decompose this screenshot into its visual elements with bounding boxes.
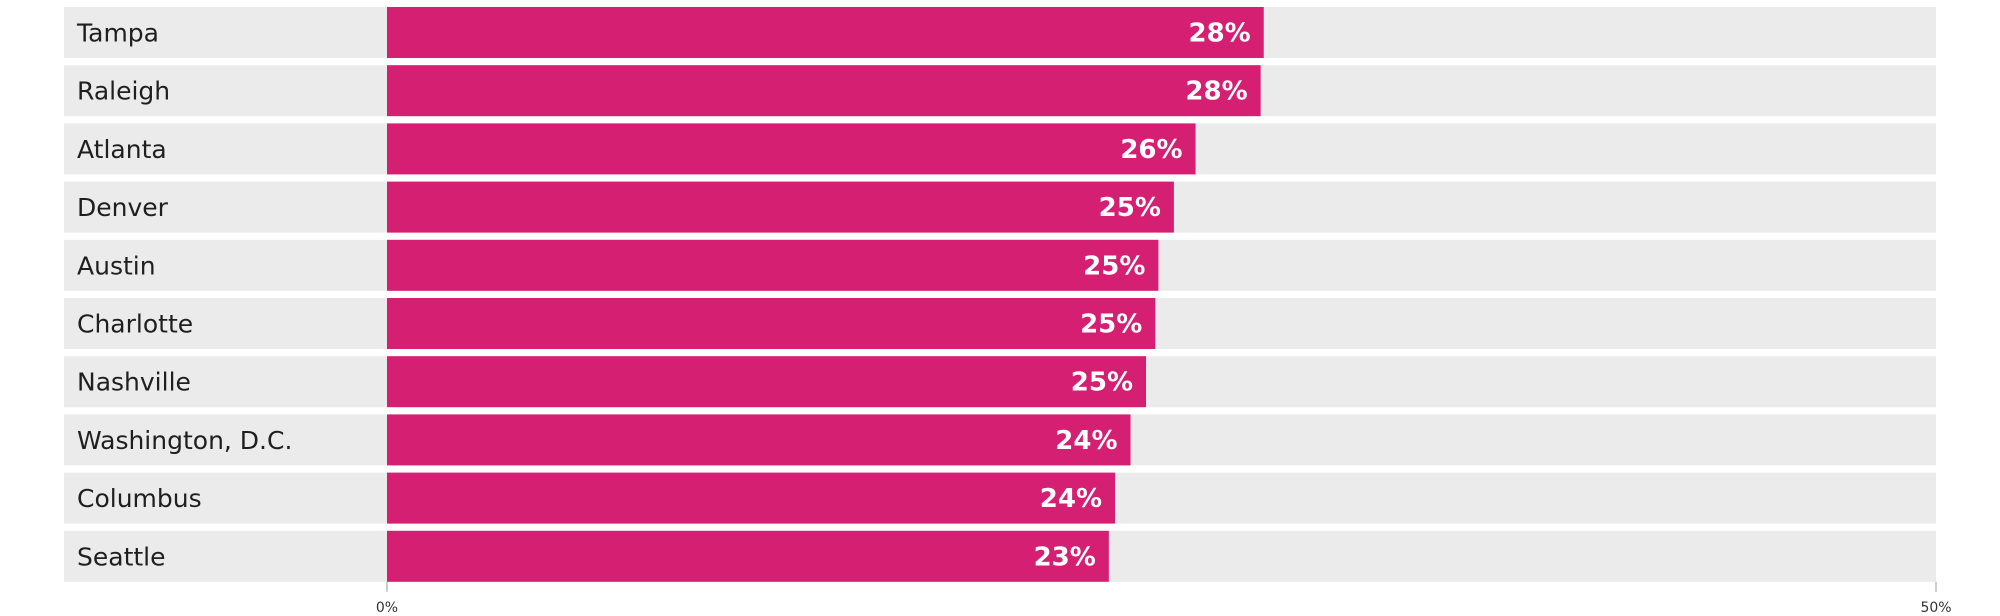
category-label: Washington, D.C. — [77, 426, 292, 455]
category-label: Denver — [77, 193, 169, 222]
value-label: 28% — [1188, 19, 1250, 49]
category-label: Austin — [77, 251, 156, 280]
bar-row: Raleigh 28% — [64, 65, 1936, 117]
category-label: Tampa — [76, 19, 159, 48]
bar — [387, 298, 1156, 349]
bar — [387, 123, 1196, 175]
bar-row: Washington, D.C. 24% — [64, 414, 1936, 466]
bar — [387, 181, 1174, 233]
value-label: 25% — [1099, 193, 1161, 223]
bar-row: Tampa 28% — [64, 7, 1936, 58]
value-label: 28% — [1185, 77, 1247, 107]
bar-row: Seattle 23% — [64, 530, 1936, 582]
value-label: 24% — [1040, 484, 1102, 514]
value-label: 25% — [1083, 251, 1145, 281]
category-label: Atlanta — [77, 135, 167, 164]
x-tick-label: 50% — [1920, 600, 1951, 616]
bar-row: Atlanta 26% — [64, 123, 1936, 175]
bar-row: Columbus 24% — [64, 472, 1936, 524]
bar — [387, 65, 1261, 117]
category-label: Seattle — [77, 542, 166, 571]
value-label: 25% — [1080, 310, 1142, 340]
value-label: 24% — [1055, 426, 1117, 456]
value-label: 23% — [1034, 542, 1096, 572]
bar-row: Charlotte 25% — [64, 298, 1936, 349]
x-axis: 0% 50% — [376, 581, 1952, 616]
bar — [387, 356, 1147, 408]
chart-rows: Tampa 28%Raleigh 28%Atlanta 26%Denver 25%Aus… — [64, 7, 1936, 582]
category-label: Nashville — [77, 368, 191, 397]
category-label: Charlotte — [77, 310, 193, 339]
bar — [387, 7, 1264, 58]
value-label: 26% — [1120, 135, 1182, 165]
value-label: 25% — [1071, 368, 1133, 398]
category-label: Raleigh — [77, 77, 170, 106]
bar — [387, 472, 1116, 524]
bar-row: Austin 25% — [64, 239, 1936, 291]
bar — [387, 530, 1109, 582]
bar — [387, 414, 1131, 466]
bar — [387, 239, 1159, 291]
bar-row: Denver 25% — [64, 181, 1936, 233]
bar-row: Nashville 25% — [64, 356, 1936, 408]
x-tick-label: 0% — [376, 600, 398, 616]
category-label: Columbus — [77, 484, 202, 513]
